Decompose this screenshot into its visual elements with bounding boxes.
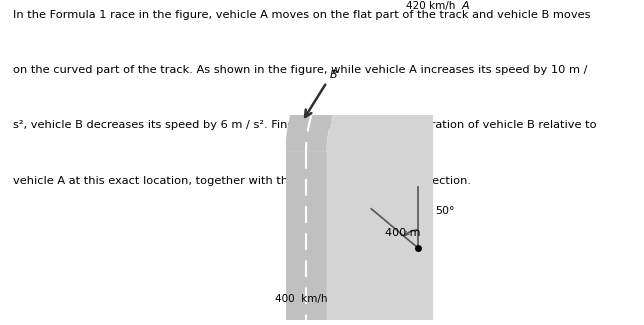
Text: 400  km/h: 400 km/h	[275, 293, 328, 304]
Bar	[472, 20, 477, 24]
Text: 50°: 50°	[435, 206, 455, 216]
Ellipse shape	[471, 30, 474, 35]
Text: A: A	[462, 2, 469, 11]
Polygon shape	[285, 4, 433, 152]
Polygon shape	[433, 4, 491, 45]
Text: 400 m: 400 m	[385, 227, 421, 238]
Polygon shape	[327, 45, 433, 320]
Text: on the curved part of the track. As shown in the figure, while vehicle A increas: on the curved part of the track. As show…	[13, 65, 587, 75]
Polygon shape	[285, 152, 327, 320]
Text: 420 km/h: 420 km/h	[406, 2, 456, 11]
Bar	[312, 78, 326, 91]
Ellipse shape	[480, 30, 483, 35]
Text: B: B	[330, 71, 337, 81]
Text: s², vehicle B decreases its speed by 6 m / s². Find the velocity and acceleratio: s², vehicle B decreases its speed by 6 m…	[13, 120, 596, 130]
Text: In the Formula 1 race in the figure, vehicle A moves on the flat part of the tra: In the Formula 1 race in the figure, veh…	[13, 10, 591, 20]
Bar	[471, 19, 483, 31]
Text: vehicle A at this exact location, together with the angles indicating its direct: vehicle A at this exact location, togeth…	[13, 176, 471, 186]
